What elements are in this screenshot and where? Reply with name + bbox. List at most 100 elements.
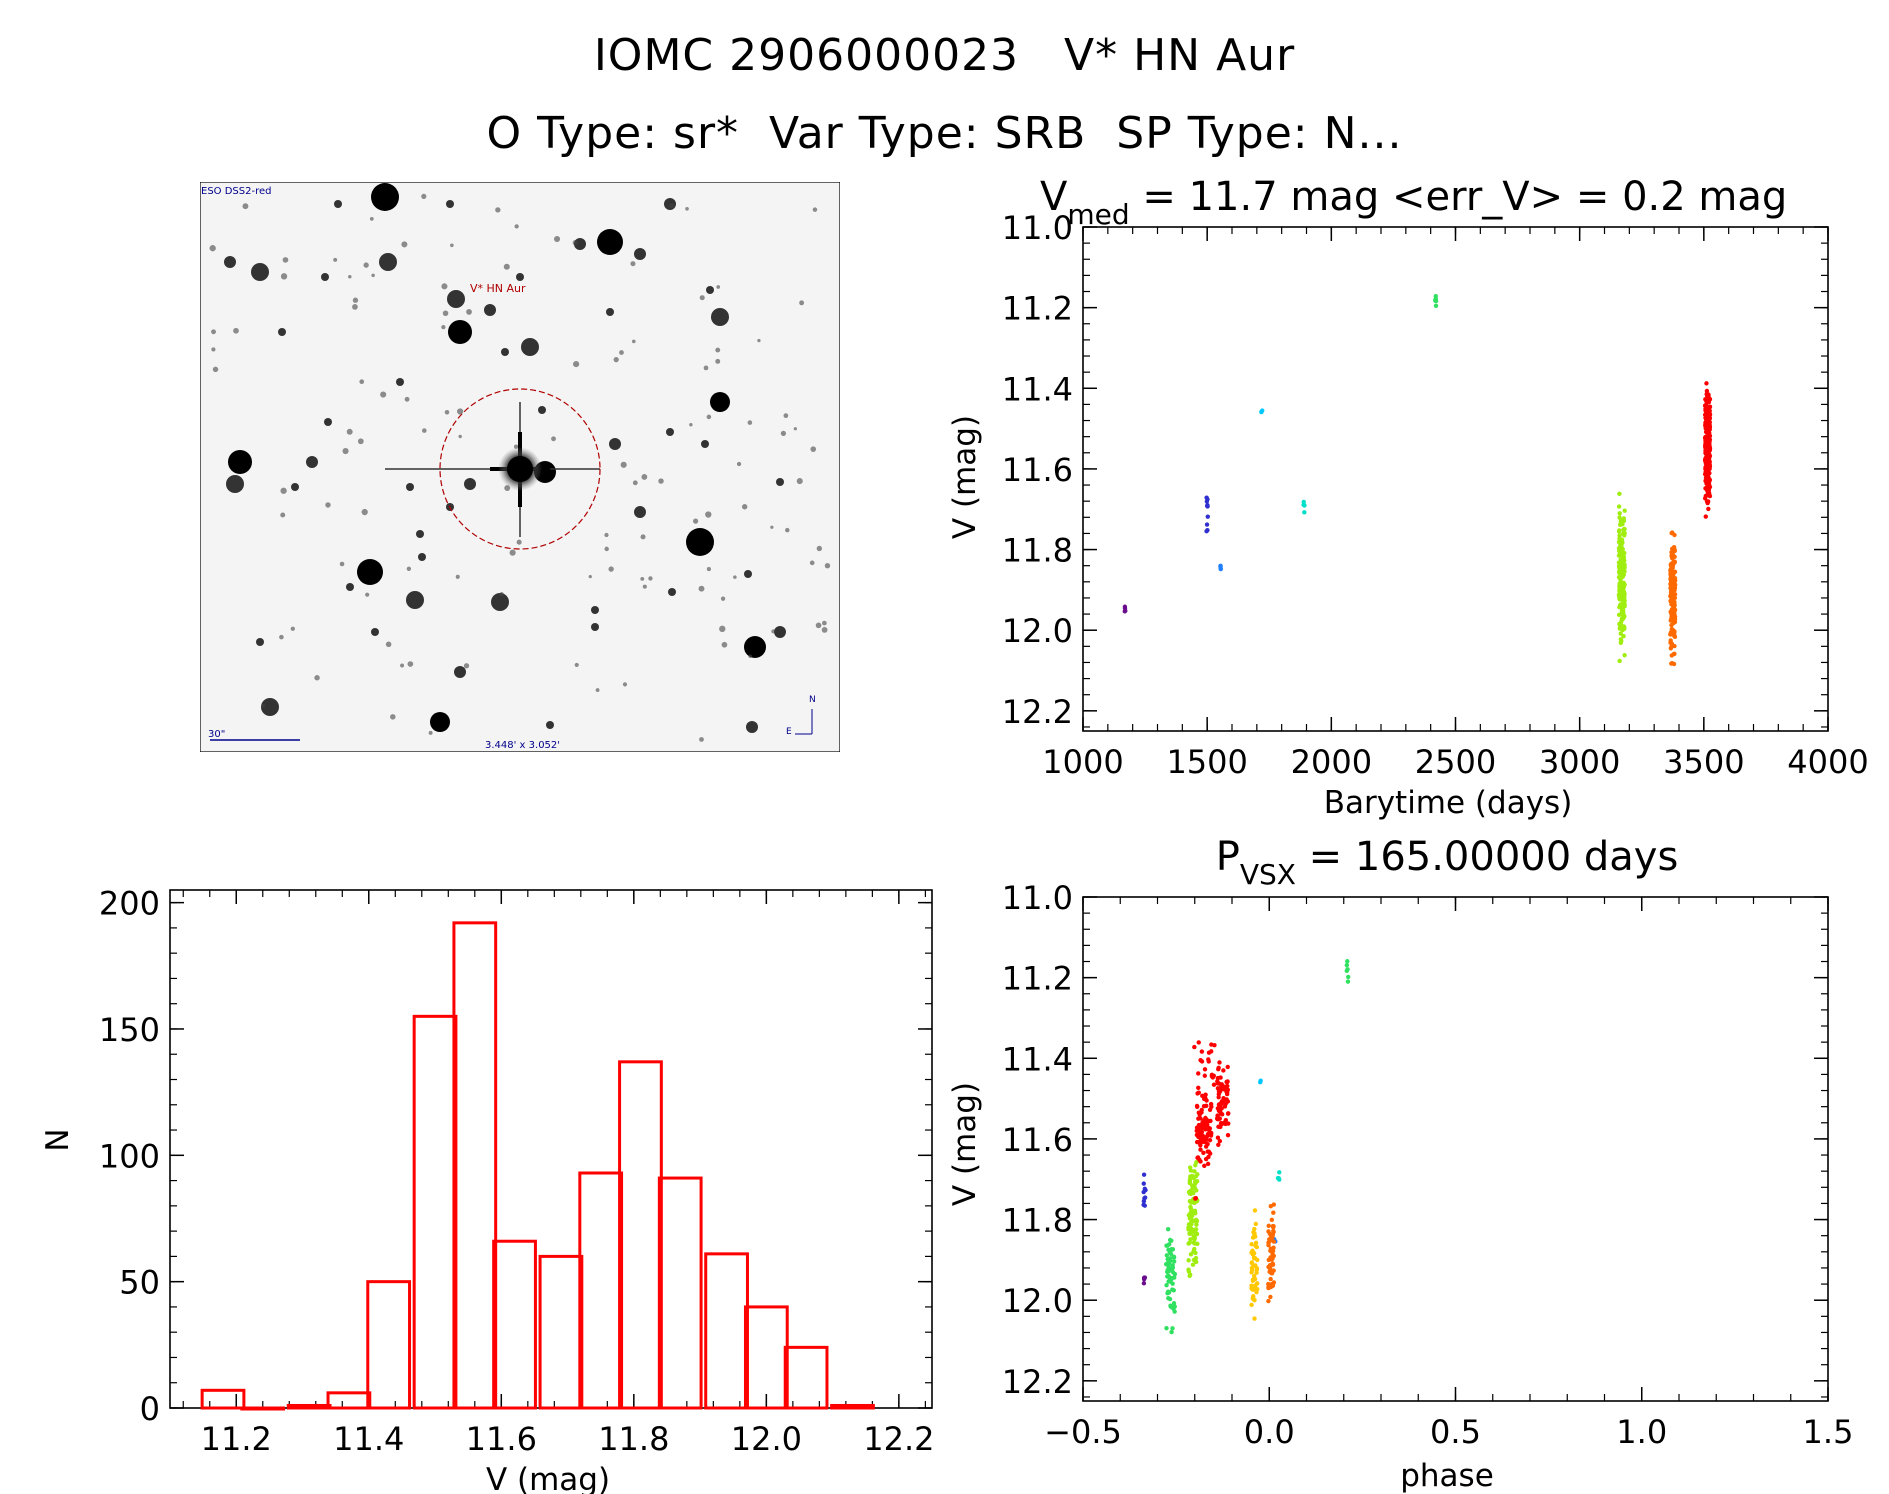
faint-star <box>770 525 774 529</box>
data-point <box>1204 495 1209 500</box>
data-point <box>1168 1258 1173 1263</box>
data-point <box>1268 1248 1273 1253</box>
data-point <box>1188 1174 1193 1179</box>
data-point <box>1164 1325 1169 1331</box>
y-tick-label: 150 <box>99 1011 160 1049</box>
data-point <box>1171 1259 1177 1264</box>
data-point <box>1191 1175 1197 1181</box>
data-point <box>1194 1231 1200 1237</box>
phase-curve-title: PVSX = 165.00000 days <box>1216 834 1679 891</box>
data-point <box>1171 1301 1177 1306</box>
data-point <box>1199 1049 1205 1054</box>
faint-star <box>211 347 216 352</box>
data-point <box>1170 1269 1176 1275</box>
x-tick-label: 2000 <box>1291 743 1372 781</box>
faint-star <box>352 297 359 303</box>
star <box>464 478 476 490</box>
data-point <box>1254 1267 1259 1273</box>
data-point <box>1165 1274 1170 1279</box>
finder-chart: ESO DSS2-red V* HN Aur 30" 3.448' x 3.05… <box>200 182 840 752</box>
data-point <box>1205 528 1210 533</box>
data-point <box>1268 1203 1274 1209</box>
data-point <box>1433 303 1439 308</box>
faint-star <box>441 324 446 330</box>
y-tick-label: 11.2 <box>1002 290 1073 328</box>
data-point <box>1617 511 1622 516</box>
star <box>406 483 414 491</box>
faint-star <box>503 263 510 270</box>
data-point <box>1619 616 1625 622</box>
star <box>706 286 714 294</box>
data-point <box>1226 1111 1231 1116</box>
phase-curve-ylabel: V (mag) <box>947 1082 983 1206</box>
faint-star <box>444 409 450 415</box>
faint-star <box>741 504 748 510</box>
data-point <box>1266 1223 1271 1229</box>
data-point <box>1186 1225 1191 1230</box>
data-point <box>1705 463 1711 468</box>
faint-star <box>342 447 349 455</box>
data-point <box>1250 1287 1256 1292</box>
faint-star <box>809 560 815 566</box>
x-tick-label: 11.2 <box>201 1420 272 1458</box>
star <box>606 308 614 316</box>
data-point <box>1670 562 1676 567</box>
x-tick-label: 3000 <box>1539 743 1620 781</box>
data-point <box>1165 1226 1171 1232</box>
faint-star <box>401 241 408 248</box>
star <box>251 263 269 281</box>
y-tick-label: 11.6 <box>1002 451 1073 489</box>
data-point <box>1197 1124 1203 1130</box>
data-point <box>1619 612 1624 617</box>
light-curve-ylabel: V (mag) <box>947 415 983 539</box>
faint-star <box>703 365 709 371</box>
faint-star <box>282 257 289 263</box>
y-tick-label: 11.2 <box>1002 960 1073 998</box>
data-point <box>1206 1050 1212 1055</box>
star <box>334 200 342 208</box>
hist-bar <box>286 1403 332 1410</box>
faint-star <box>385 641 392 648</box>
data-point <box>1706 479 1712 484</box>
star <box>447 290 465 308</box>
faint-star <box>715 358 721 364</box>
data-point <box>1433 298 1439 304</box>
histogram-ylabel: N <box>40 1128 76 1151</box>
data-point <box>1192 1235 1197 1241</box>
bright-star <box>597 229 623 255</box>
faint-star <box>261 704 266 708</box>
faint-star <box>747 420 753 425</box>
data-point <box>1217 1104 1222 1109</box>
faint-star <box>279 634 284 640</box>
y-tick-label: 11.4 <box>1002 370 1073 408</box>
faint-star <box>363 262 369 268</box>
survey-label: ESO DSS2-red <box>201 186 271 197</box>
y-tick-label: 12.0 <box>1002 1282 1073 1320</box>
faint-star <box>705 511 712 518</box>
faint-star <box>421 193 427 199</box>
faint-star <box>640 534 646 540</box>
star <box>291 483 299 491</box>
faint-star <box>822 620 827 626</box>
data-point <box>1617 491 1622 497</box>
data-point <box>1192 1200 1197 1205</box>
data-point <box>1269 1271 1275 1276</box>
faint-star <box>553 235 561 243</box>
data-point <box>1186 1258 1191 1263</box>
data-point <box>1168 1279 1173 1284</box>
data-point <box>1703 426 1708 431</box>
y-tick-label: 100 <box>99 1137 160 1175</box>
bright-star <box>744 636 766 658</box>
hist-bar <box>412 1014 458 1410</box>
star <box>634 506 646 518</box>
y-tick-label: 200 <box>99 885 160 923</box>
data-point <box>1192 1044 1197 1050</box>
hist-bar <box>830 1403 875 1410</box>
data-point <box>1270 1234 1275 1240</box>
star <box>501 348 509 356</box>
star <box>306 456 318 468</box>
data-point <box>1189 1231 1194 1236</box>
data-point <box>1198 1142 1203 1148</box>
data-point <box>1703 406 1708 412</box>
data-point <box>1203 1092 1208 1097</box>
